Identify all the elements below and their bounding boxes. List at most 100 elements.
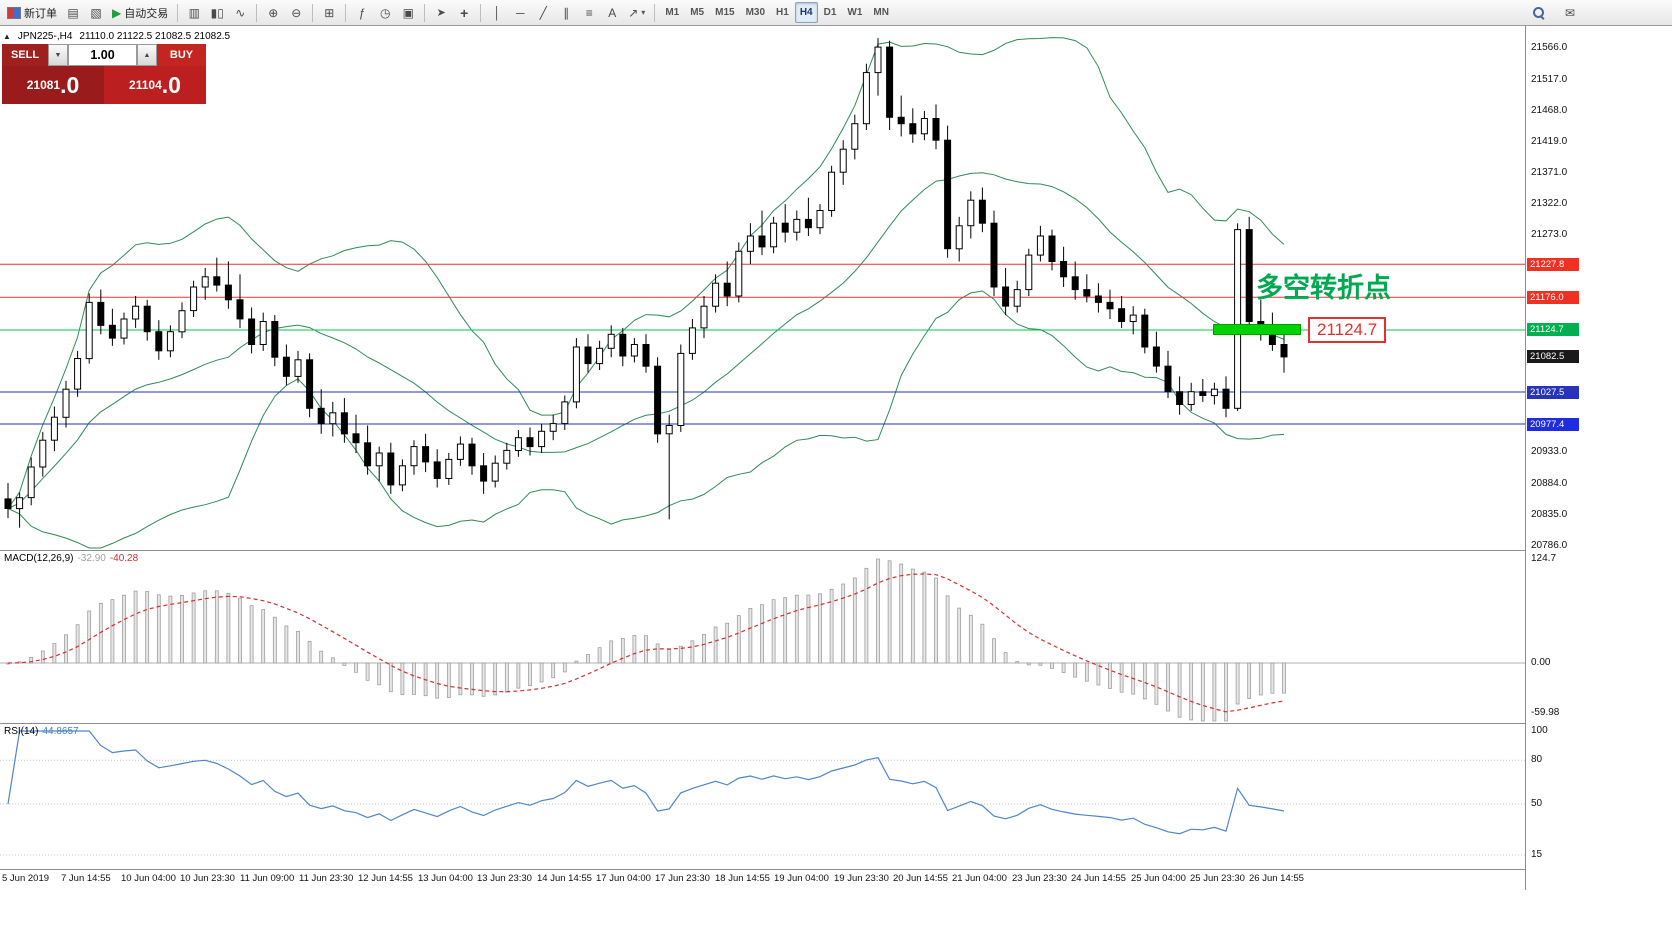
candlestick-chart-button[interactable]: ▮▯	[206, 2, 228, 23]
time-axis-label: 13 Jun 04:00	[418, 873, 473, 884]
time-axis-label: 11 Jun 23:30	[299, 873, 354, 884]
volume-decrease-button[interactable]: ▼	[48, 44, 68, 66]
chart-window-button[interactable]: ▤	[62, 2, 84, 23]
play-icon: ▶	[112, 5, 122, 20]
chart-annotation-text[interactable]: 多空转折点	[1256, 273, 1391, 303]
bar-chart-button[interactable]: ▥	[183, 2, 205, 23]
timeframe-button-M15[interactable]: M15	[710, 2, 739, 23]
horizontal-line-button[interactable]: ─	[509, 2, 531, 23]
tile-windows-button[interactable]: ⊞	[318, 2, 340, 23]
highlight-rectangle[interactable]	[1213, 324, 1301, 335]
text-button[interactable]: A	[601, 2, 623, 23]
buy-price-button[interactable]: 21104.0	[104, 66, 206, 104]
timeframe-button-MN[interactable]: MN	[868, 2, 894, 23]
timeframe-button-M1[interactable]: M1	[660, 2, 684, 23]
price-axis[interactable]: 21566.0 21517.0 21468.0 21419.0 21371.0 21322…	[1526, 26, 1672, 890]
macd-value: -32.90	[77, 553, 106, 564]
volume-increase-button[interactable]: ▲	[137, 44, 157, 66]
timeframe-button-W1[interactable]: W1	[842, 2, 867, 23]
time-axis-label: 24 Jun 14:55	[1071, 873, 1126, 884]
bollinger-middle	[7, 172, 1285, 509]
toolbar-right-group: ✉	[1527, 2, 1581, 23]
templates-button[interactable]: ▣	[397, 2, 419, 23]
volume-input[interactable]	[68, 44, 137, 66]
price-axis-label: 21566.0	[1531, 42, 1568, 54]
chart-ohlc: 21110.0 21122.5 21082.5 21082.5	[79, 31, 231, 42]
time-axis-label: 10 Jun 04:00	[121, 873, 176, 884]
periods-button[interactable]: ◷	[374, 2, 396, 23]
time-axis-label: 10 Jun 23:30	[180, 873, 235, 884]
timeframe-button-H1[interactable]: H1	[771, 2, 794, 23]
buy-price-main: 21104	[129, 78, 162, 92]
time-axis-label: 13 Jun 23:30	[477, 873, 532, 884]
toolbar-separator	[654, 3, 656, 22]
price-axis-label: 21371.0	[1531, 166, 1568, 178]
arrows-button[interactable]: ↗ ▾	[624, 2, 649, 23]
auto-trading-button-label: 自动交易	[124, 7, 169, 20]
fibonacci-button[interactable]: ≡	[578, 2, 600, 23]
price-axis-border	[1525, 26, 1526, 890]
new-order-icon	[7, 6, 21, 19]
toolbar-separator	[177, 3, 179, 22]
buy-price-pips: .0	[161, 71, 181, 98]
time-axis-label: 19 Jun 04:00	[774, 873, 829, 884]
buy-button[interactable]: BUY	[157, 44, 206, 66]
rsi-axis-label: 100	[1531, 725, 1548, 736]
macd-histogram	[6, 558, 1286, 722]
vline-icon: │	[493, 5, 501, 20]
window-collapse-icon[interactable]: ▲	[3, 32, 11, 41]
time-axis-label: 12 Jun 14:55	[358, 873, 413, 884]
price-callout-label[interactable]: 21124.7	[1308, 317, 1387, 343]
bollinger-bands	[7, 37, 1285, 549]
zoom-out-button[interactable]: ⊖	[285, 2, 307, 23]
timeframe-button-H4[interactable]: H4	[794, 2, 818, 23]
channel-button[interactable]: ∥	[555, 2, 577, 23]
indicators-icon: ƒ	[358, 5, 366, 20]
time-axis-label: 19 Jun 23:30	[834, 873, 889, 884]
zoom-in-button[interactable]: ⊕	[262, 2, 284, 23]
search-button[interactable]	[1527, 2, 1549, 23]
search-icon	[1532, 6, 1545, 19]
messages-button[interactable]: ✉	[1559, 2, 1581, 23]
sell-button[interactable]: SELL	[2, 44, 48, 66]
toolbar: 新订单 ▤ ▧ ▶ 自动交易 ▥ ▮▯ ∿ ⊕ ⊖ ⊞ ƒ ◷ ▣ ➤ + │ ─ ╱ ∥ ≡ A ↗ ▾ M1 M5 M15 M30…	[0, 0, 1672, 26]
auto-trading-button[interactable]: ▶ 自动交易	[108, 2, 172, 23]
trendline-button[interactable]: ╱	[532, 2, 554, 23]
timeframe-button-M5[interactable]: M5	[685, 2, 709, 23]
bollinger-lower	[7, 290, 1285, 549]
line-chart-button[interactable]: ∿	[229, 2, 251, 23]
macd-signal-value: -40.28	[109, 553, 139, 564]
macd-name: MACD(12,26,9)	[4, 553, 74, 564]
vertical-line-button[interactable]: │	[486, 2, 508, 23]
chart-canvas[interactable]	[0, 26, 1525, 890]
price-axis-label: 20933.0	[1531, 446, 1568, 458]
cursor-icon: ➤	[436, 6, 446, 19]
toolbar-separator	[480, 3, 482, 22]
rsi-value: 44.8657	[42, 726, 79, 737]
price-axis-label: 21322.0	[1531, 198, 1568, 210]
timeframe-button-D1[interactable]: D1	[819, 2, 842, 23]
candles-icon: ▮▯	[210, 5, 224, 20]
time-axis-label: 5 Jun 2019	[2, 873, 50, 884]
crosshair-button[interactable]: +	[453, 2, 475, 23]
panel-separator[interactable]	[0, 723, 1672, 724]
text-icon: A	[608, 5, 617, 20]
time-axis-label: 26 Jun 14:55	[1249, 873, 1304, 884]
new-order-button[interactable]: 新订单	[3, 2, 61, 23]
toolbar-separator	[312, 3, 314, 22]
zoom-out-icon: ⊖	[291, 5, 302, 20]
indicators-button[interactable]: ƒ	[351, 2, 373, 23]
time-axis-label: 17 Jun 04:00	[596, 873, 651, 884]
time-axis[interactable]: 5 Jun 2019 7 Jun 14:55 10 Jun 04:00 10 Jun …	[0, 870, 1525, 890]
profiles-button[interactable]: ▧	[85, 2, 107, 23]
timeframe-button-M30[interactable]: M30	[741, 2, 770, 23]
template-icon: ▣	[402, 5, 414, 20]
time-axis-label: 20 Jun 14:55	[893, 873, 948, 884]
panel-separator[interactable]	[0, 550, 1672, 551]
panel-separator[interactable]	[0, 869, 1672, 870]
time-axis-label: 7 Jun 14:55	[61, 873, 111, 884]
macd-indicator-label: MACD(12,26,9) -32.90 -40.28	[4, 553, 138, 564]
sell-price-button[interactable]: 21081.0	[2, 66, 104, 104]
cursor-button[interactable]: ➤	[430, 2, 452, 23]
